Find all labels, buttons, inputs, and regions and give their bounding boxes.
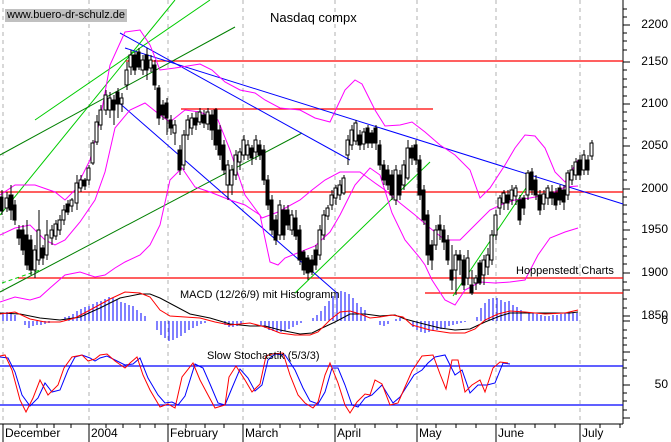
month-label: May [419, 426, 442, 440]
month-label: February [170, 426, 219, 440]
candlesticks [0, 48, 594, 295]
y-tick: 2150 [641, 54, 668, 68]
stochastic-d-line [0, 353, 511, 408]
y-tick: 1900 [641, 265, 668, 279]
stochastic-label: Slow Stochastik (5/3/3) [207, 350, 320, 362]
stoch-y-tick: 50 [654, 377, 668, 391]
macd-label: MACD (12/26/9) mit Histogramm [180, 289, 340, 301]
uptrend-lines [0, 0, 531, 297]
y-tick: 1850 [641, 308, 668, 322]
y-tick: 2050 [641, 138, 668, 152]
y-tick: 2200 [641, 17, 668, 31]
month-label: 2004 [91, 426, 118, 440]
stochastic-k-line [0, 352, 509, 414]
chart-title: Nasdaq compx [270, 10, 357, 25]
month-label: December [5, 426, 61, 440]
y-tick: 1950 [641, 222, 668, 236]
downtrend-lines [116, 32, 624, 294]
y-tick: 2000 [641, 181, 668, 195]
month-label: March [245, 426, 279, 440]
stochastic-reference-lines [0, 365, 623, 406]
y-axis [0, 0, 630, 425]
month-label: April [337, 426, 362, 440]
month-label: July [582, 426, 604, 440]
month-label: June [498, 426, 525, 440]
macd-signal-line [0, 293, 579, 335]
y-tick: 2100 [641, 96, 668, 110]
macd-histogram [2, 291, 578, 341]
macd-y-tick: 0 [661, 313, 668, 327]
macd-line [0, 291, 579, 336]
chart-credit: Hoppenstedt Charts [516, 265, 614, 277]
x-axis-ticks [2, 424, 621, 442]
watermark: www.buero-dr-schulz.de [5, 9, 127, 22]
